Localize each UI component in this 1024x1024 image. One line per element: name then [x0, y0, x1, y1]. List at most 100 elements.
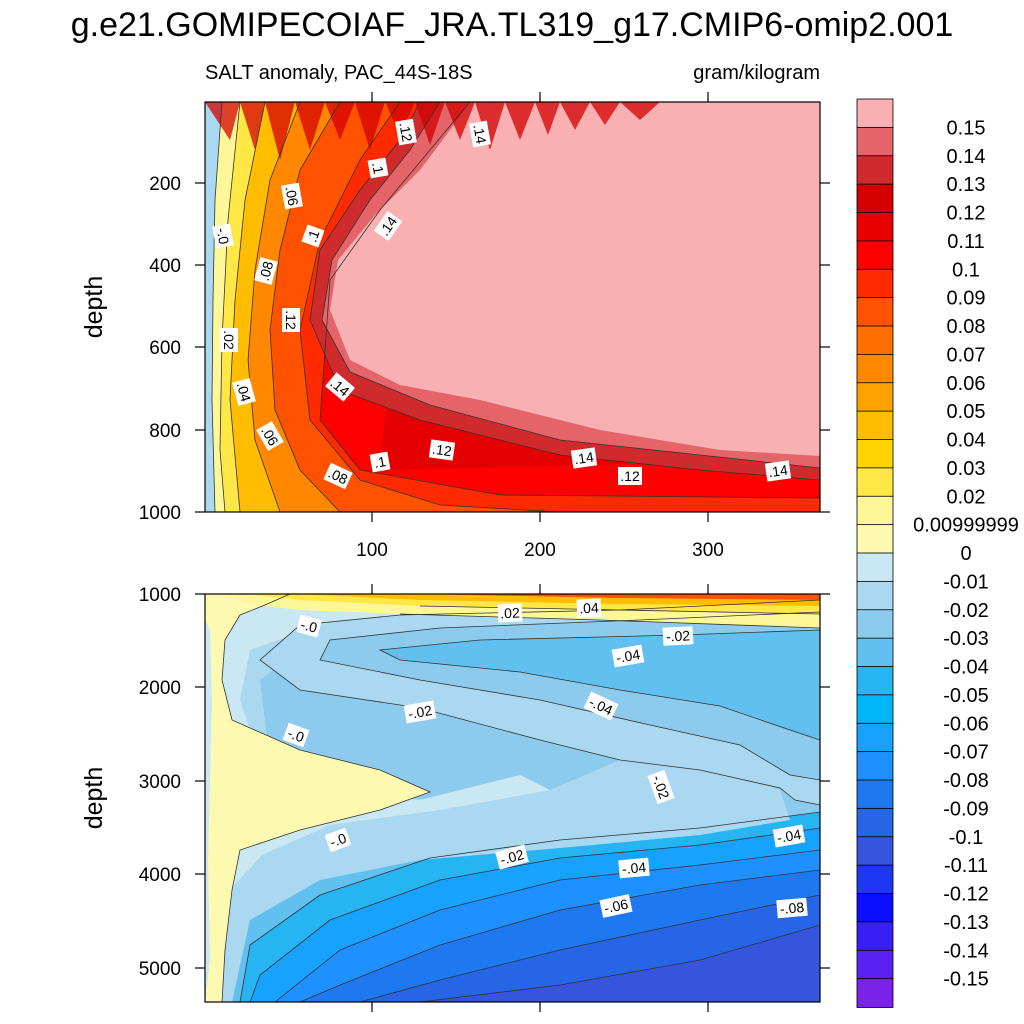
bottom-y-tick-label: 1000: [139, 585, 181, 606]
colorbar-label: -0.06: [943, 713, 989, 735]
colorbar-swatch: [856, 155, 894, 186]
colorbar: 0.15 0.14 0.13 0.12 0.11 0.1 0.09 0.08 0.07 0.06 0…: [856, 98, 1019, 1008]
contour-label: .1: [369, 161, 387, 175]
top-core-max-region: [330, 102, 820, 456]
bottom-plot-frame: [204, 593, 821, 1003]
bottom-contour-band: [205, 594, 820, 1002]
colorbar-swatch: [856, 836, 894, 867]
colorbar-label: -0.05: [943, 685, 989, 707]
top-y-tick-label: 800: [149, 421, 181, 442]
contour-label: .12: [431, 441, 453, 460]
colorbar-swatch: [856, 524, 894, 554]
colorbar-swatch: [856, 212, 894, 242]
contour-label: .14: [767, 462, 789, 481]
colorbar-swatch: [856, 921, 894, 952]
contour-label: -.04: [621, 859, 647, 877]
top-y-axis-title: depth: [80, 276, 108, 339]
top-y-tick-label: 400: [149, 256, 181, 277]
colorbar-label: -0.04: [943, 657, 989, 679]
contour-label: .04: [234, 381, 255, 404]
chart-title: g.e21.GOMIPECOIAF_JRA.TL319_g17.CMIP6-om…: [70, 6, 954, 44]
colorbar-label: 0.02: [947, 486, 986, 508]
colorbar-label: 0.15: [947, 117, 986, 139]
colorbar-swatch: [856, 609, 894, 640]
colorbar-swatch: [856, 353, 894, 384]
top-axis-ticks: [195, 92, 830, 1012]
colorbar-label: 0.03: [947, 458, 986, 480]
colorbar-label: -0.02: [943, 600, 989, 622]
colorbar-swatch: [856, 98, 894, 129]
bottom-contour-band: [380, 630, 820, 740]
colorbar-label: 0.13: [947, 174, 986, 196]
bottom-y-tick-label: 4000: [139, 865, 181, 886]
contour-label: -.0: [299, 616, 319, 636]
top-contour-labels: .12 .14 .1 .06 -.0 .14 .1 .08 .12 .02 .1…: [212, 118, 792, 490]
top-y-tick-label: 1000: [139, 503, 181, 524]
colorbar-swatch: [856, 666, 894, 696]
top-x-tick-label: 100: [356, 540, 388, 561]
colorbar-label: 0.11: [947, 231, 984, 253]
colorbar-swatch: [856, 439, 894, 469]
colorbar-label: -0.14: [943, 940, 989, 962]
bottom-y-tick-label: 2000: [139, 678, 181, 699]
bottom-y-axis-title: depth: [80, 767, 108, 830]
colorbar-label: 0.00999999: [913, 515, 1019, 537]
colorbar-swatch: [856, 864, 894, 895]
colorbar-label: -0.12: [943, 884, 989, 906]
top-y-tick-label: 200: [149, 174, 181, 195]
bottom-y-tick-label: 3000: [139, 772, 181, 793]
top-contour-lines: [211, 102, 820, 512]
contour-label: .1: [303, 228, 322, 245]
colorbar-swatch: [856, 978, 894, 1008]
colorbar-label: -0.09: [943, 798, 989, 820]
units-subtitle: gram/kilogram: [693, 62, 820, 84]
contour-label: .12: [283, 310, 299, 330]
bottom-positive-tongue: [205, 594, 430, 1002]
colorbar-swatch: [856, 495, 894, 526]
contour-label: .08: [326, 465, 351, 488]
contour-label: -.0: [214, 227, 233, 246]
colorbar-swatch: [856, 183, 894, 214]
contour-label: .02: [500, 604, 520, 621]
top-x-tick-label: 300: [692, 540, 724, 561]
colorbar-label: 0.09: [947, 288, 986, 310]
colorbar-label: 0.06: [947, 373, 986, 395]
colorbar-label: 0: [960, 543, 971, 565]
colorbar-swatch: [856, 126, 894, 157]
colorbar-swatch: [856, 779, 894, 810]
contour-label: .04: [579, 599, 599, 616]
contour-label: -.02: [407, 702, 434, 722]
colorbar-label: 0.04: [947, 430, 986, 452]
variable-subtitle: SALT anomaly, PAC_44S-18S: [205, 62, 473, 84]
colorbar-swatch: [856, 580, 894, 611]
colorbar-label: 0.1: [952, 259, 980, 281]
colorbar-label: -0.07: [943, 742, 989, 764]
colorbar-swatch: [856, 268, 894, 299]
bottom-contour-labels: -.0 .02 .04 -.02 -.04 -.02 -.04 -.0 -.02…: [282, 598, 808, 919]
contour-label: -.02: [498, 846, 526, 868]
colorbar-swatch: [856, 467, 894, 498]
top-contour-band: [205, 102, 222, 512]
colorbar-label: -0.01: [943, 571, 989, 593]
colorbar-swatch: [856, 552, 894, 583]
colorbar-label: -0.1: [949, 827, 983, 849]
colorbar-swatch: [856, 240, 894, 271]
colorbar-label: 0.07: [947, 344, 986, 366]
contour-label: .14: [470, 123, 489, 145]
colorbar-swatch: [856, 893, 894, 923]
colorbar-swatch: [856, 807, 894, 838]
colorbar-label: 0.14: [947, 146, 986, 168]
contour-label: -.02: [666, 627, 691, 644]
contour-label: -.04: [615, 646, 642, 666]
colorbar-swatch: [856, 410, 894, 441]
colorbar-label: 0.12: [947, 203, 986, 225]
top-plot-frame: [204, 101, 821, 513]
bottom-positive-tongue: [205, 620, 212, 1002]
colorbar-swatch: [856, 382, 894, 413]
contour-label: .06: [282, 185, 301, 207]
colorbar-label: 0.08: [947, 316, 986, 338]
contour-label: .1: [373, 453, 387, 471]
colorbar-swatch: [856, 297, 894, 327]
contour-label: -.02: [649, 773, 672, 801]
